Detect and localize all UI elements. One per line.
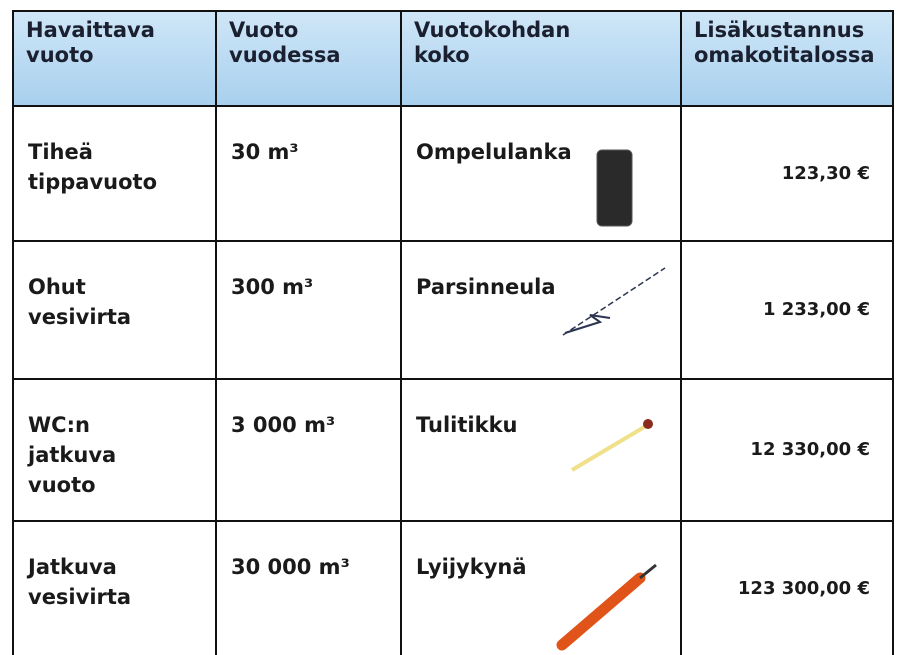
header-cell: Vuotokohdan koko <box>401 11 681 106</box>
table-cell: Ohut vesivirta <box>13 241 216 379</box>
header-cell: Havaittava vuoto <box>13 11 216 106</box>
table-cell: 1 233,00 € <box>681 241 893 379</box>
table-cell: Tulitikku <box>401 379 681 521</box>
table-cell: Tiheä tippavuoto <box>13 106 216 241</box>
table-cell: Jatkuva vesivirta <box>13 521 216 655</box>
document: Havaittava vuotoVuoto vuodessaVuotokohda… <box>0 0 898 655</box>
page: Havaittava vuotoVuoto vuodessaVuotokohda… <box>0 0 898 655</box>
table-cell: 123 300,00 € <box>681 521 893 655</box>
table-cell: 3 000 m³ <box>216 379 401 521</box>
table-cell: Ompelulanka <box>401 106 681 241</box>
table-cell: 300 m³ <box>216 241 401 379</box>
table-cell: WC:n jatkuva vuoto <box>13 379 216 521</box>
table-cell: Parsinneula <box>401 241 681 379</box>
header-cell: Vuoto vuodessa <box>216 11 401 106</box>
header-cell: Lisäkustannus omakotitalossa <box>681 11 893 106</box>
table-cell: 30 m³ <box>216 106 401 241</box>
table-cell: 12 330,00 € <box>681 379 893 521</box>
table-cell: 123,30 € <box>681 106 893 241</box>
table-cell: Lyijykynä <box>401 521 681 655</box>
table-cell: 30 000 m³ <box>216 521 401 655</box>
